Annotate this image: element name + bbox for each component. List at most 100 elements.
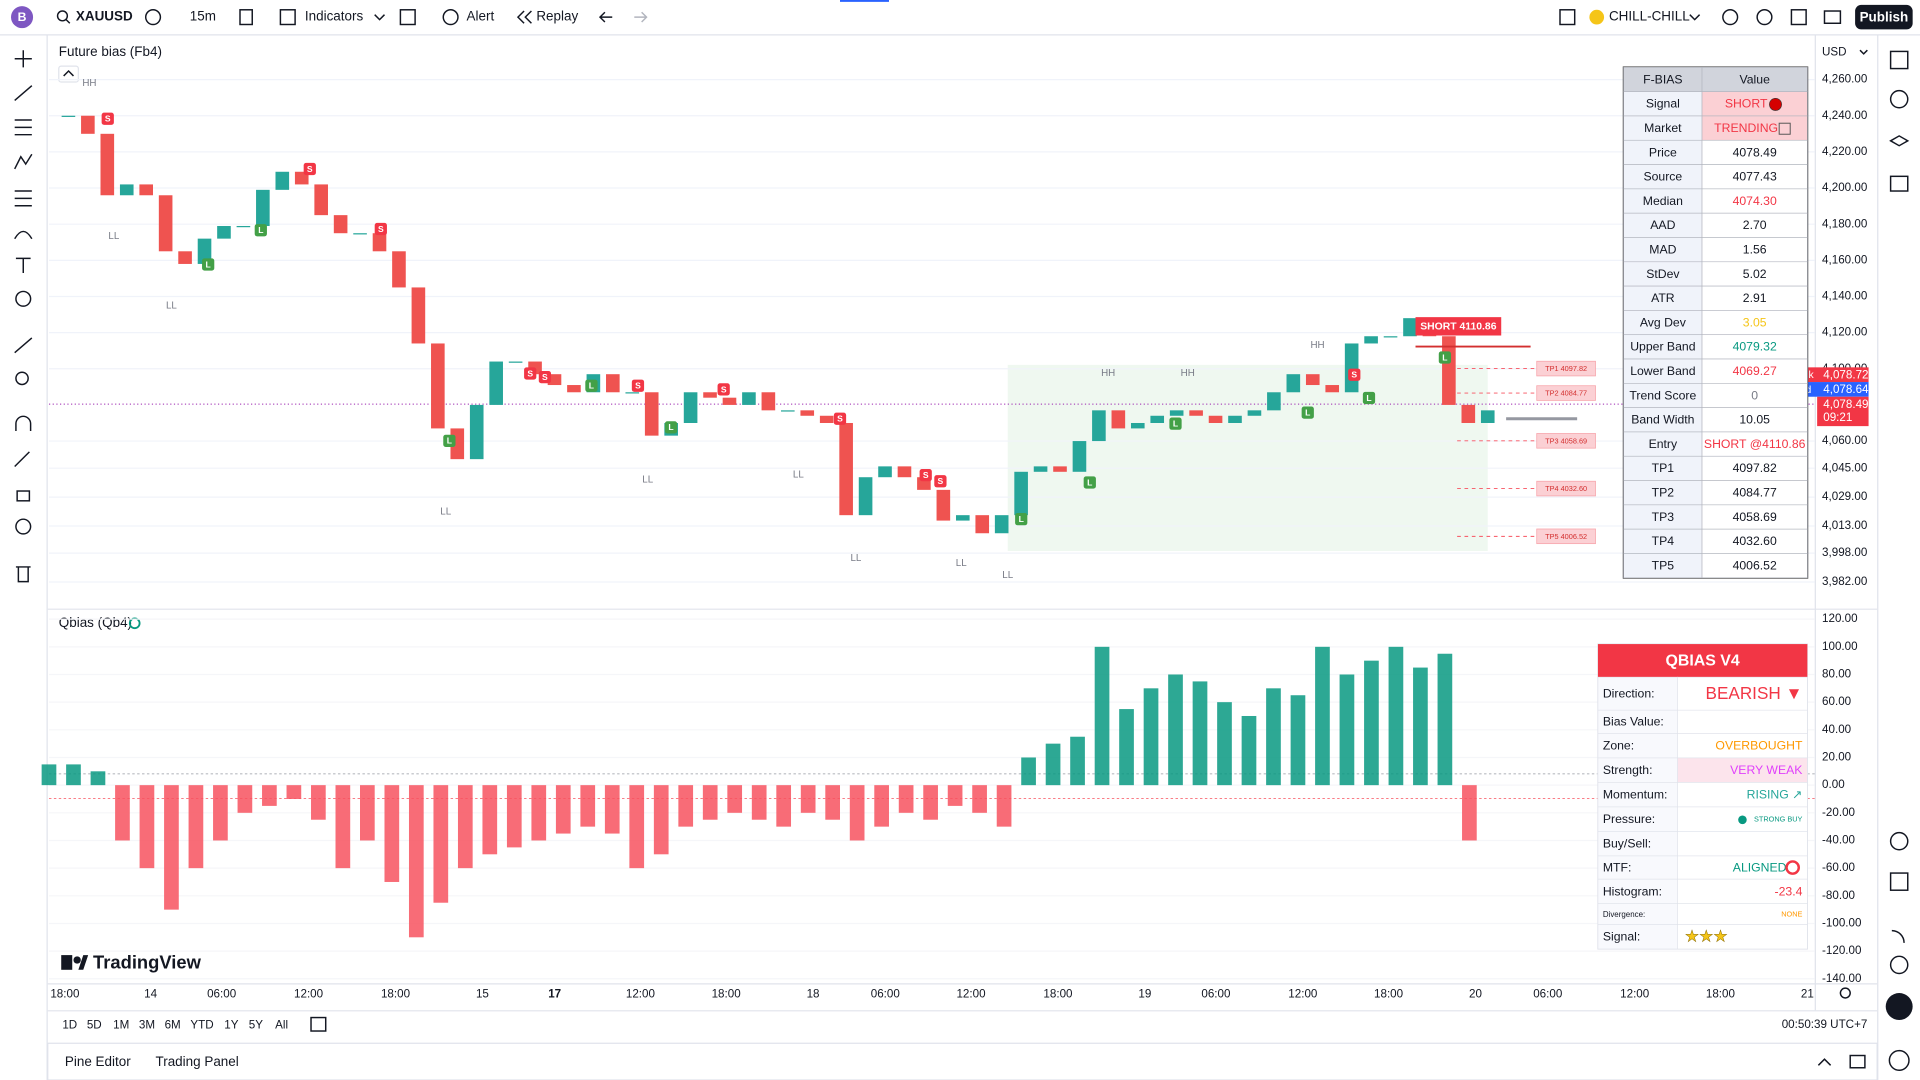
axis-settings[interactable] [1839, 987, 1851, 999]
tp-label-bg [1536, 480, 1596, 497]
histogram-bar [1413, 667, 1428, 786]
histogram-bar [115, 785, 130, 841]
range-button[interactable]: 1M [113, 1019, 129, 1032]
range-button[interactable]: All [275, 1019, 288, 1032]
ideas[interactable] [1889, 831, 1909, 851]
measure-tool[interactable] [14, 337, 33, 354]
text-tool[interactable] [15, 257, 31, 274]
panel-toggle[interactable] [1817, 1058, 1832, 1066]
layout-name[interactable]: CHILL-CHILL [1609, 9, 1690, 24]
indicators-dropdown[interactable] [374, 14, 386, 21]
apps[interactable] [1885, 993, 1913, 1020]
panel-maximize[interactable] [1849, 1054, 1866, 1069]
histogram-bar [1266, 688, 1281, 786]
range-button[interactable]: 1D [62, 1019, 77, 1032]
candle [839, 422, 853, 516]
tp-label: TP1 4097.82 [1545, 364, 1587, 373]
goto-date[interactable] [310, 1016, 327, 1032]
bottom-tab[interactable]: Pine Editor [65, 1054, 131, 1069]
candle [1305, 374, 1320, 386]
histogram-bar [1168, 674, 1183, 786]
fullscreen-toggle[interactable] [1559, 9, 1576, 26]
indicators-button[interactable]: Indicators [305, 9, 364, 24]
countdown: 09:21 [1823, 411, 1852, 424]
watchlist[interactable] [1889, 50, 1909, 70]
range-button[interactable]: 5Y [249, 1019, 263, 1032]
signal-dot [1769, 97, 1782, 111]
add-symbol[interactable] [144, 9, 162, 26]
histogram-bar [825, 785, 840, 820]
fbias-label-cell [1623, 383, 1703, 408]
chats[interactable] [1889, 175, 1909, 192]
collapse-arrow [63, 69, 74, 77]
histogram-bar [1021, 757, 1036, 786]
qbias-value-cell [1677, 676, 1808, 711]
pattern-tool[interactable] [14, 153, 33, 170]
forecast-tool[interactable] [14, 190, 32, 207]
range-button[interactable]: 1Y [224, 1019, 238, 1032]
candle [1130, 422, 1145, 429]
fbias-header: F-BIAS [1643, 72, 1682, 86]
undo[interactable] [598, 11, 613, 23]
histogram-bar [139, 785, 155, 869]
notifications[interactable] [1889, 955, 1909, 975]
swing-label: LL [1002, 570, 1013, 581]
range-button[interactable]: 3M [139, 1019, 155, 1032]
object-tree[interactable] [1889, 135, 1910, 147]
fbias-value-cell [1701, 261, 1808, 287]
tv-logo-slash [78, 955, 89, 970]
histogram-bar [335, 785, 351, 869]
magnet-tool[interactable] [15, 415, 32, 432]
brush-tool[interactable] [14, 230, 33, 240]
interval[interactable]: 15m [190, 9, 216, 24]
templates[interactable] [399, 9, 416, 26]
currency[interactable]: USD [1822, 46, 1847, 59]
zoom-tool[interactable] [15, 371, 29, 386]
fullscreen[interactable] [1790, 9, 1807, 26]
fbias-value: 2.70 [1743, 218, 1767, 232]
histogram-bar [213, 785, 228, 841]
settings[interactable] [1756, 9, 1773, 26]
signal-letter: L [1087, 477, 1092, 487]
y-tick-label: -140.00 [1822, 972, 1862, 985]
trendline-tool[interactable] [14, 85, 33, 101]
swing-label: LL [166, 301, 177, 312]
fbias-header: Value [1739, 72, 1770, 86]
currency-dropdown[interactable] [1859, 49, 1868, 55]
bid-badge [1792, 382, 1869, 397]
range-button[interactable]: YTD [190, 1019, 213, 1032]
signal-letter: S [307, 164, 313, 174]
candle [1033, 466, 1048, 472]
range-button[interactable]: 5D [87, 1019, 102, 1032]
quick-search[interactable] [1722, 9, 1739, 26]
layout-dropdown[interactable] [1689, 14, 1701, 21]
publish-label: Publish [1860, 9, 1909, 24]
draw-mode[interactable] [14, 451, 30, 468]
help[interactable] [1888, 1049, 1910, 1071]
crosshair-tool[interactable] [14, 50, 32, 68]
emoji-tool[interactable] [15, 290, 32, 307]
tp-label: TP2 4084.77 [1545, 389, 1587, 398]
delete-tool[interactable] [15, 566, 31, 583]
fbias-label: Median [1643, 194, 1683, 208]
fib-tool[interactable] [14, 119, 32, 136]
histogram-bar [678, 785, 694, 827]
calendar[interactable] [1889, 872, 1909, 891]
snapshot[interactable] [1823, 10, 1842, 24]
lock-tool[interactable] [16, 490, 31, 502]
alert-button[interactable]: Alert [467, 9, 495, 24]
redo[interactable] [634, 11, 648, 23]
collapse-button[interactable] [58, 65, 79, 83]
streams[interactable] [1891, 929, 1905, 943]
alerts[interactable] [1889, 89, 1909, 109]
chart-type[interactable] [239, 9, 253, 26]
symbol[interactable]: XAUUSD [76, 9, 133, 24]
avatar[interactable] [11, 6, 34, 29]
histogram-bar [849, 785, 865, 841]
hide-tool[interactable] [15, 518, 32, 535]
bottom-tab[interactable]: Trading Panel [156, 1054, 239, 1069]
range-button[interactable]: 6M [165, 1019, 181, 1032]
candle [1150, 415, 1165, 423]
replay-button[interactable]: Replay [536, 9, 578, 24]
publish-button[interactable] [1855, 4, 1913, 30]
